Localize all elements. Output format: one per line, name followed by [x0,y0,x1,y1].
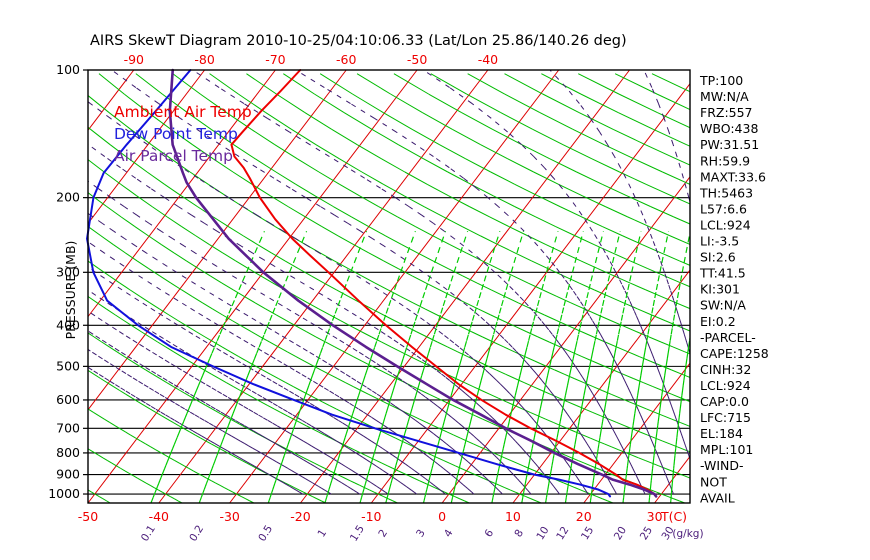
temp-tick-label-bottom: 0 [438,509,446,524]
stats-panel: TP:100MW:N/AFRZ:557WBO:438PW:31.51RH:59.… [699,73,769,505]
stat-line-14: SW:N/A [700,298,746,313]
stat-line-3: WBO:438 [700,121,758,136]
grid-layer [87,69,691,504]
stat-line-1: MW:N/A [700,89,749,104]
stat-line-20: CAP:0.0 [700,394,749,409]
chart-title: AIRS SkewT Diagram 2010-10-25/04:10:06.3… [90,33,627,49]
pressure-tick-label: 700 [56,420,80,435]
stat-line-22: EL:184 [700,426,743,441]
stat-line-23: MPL:101 [700,442,753,457]
legend-item-2: Air Parcel Temp [114,147,233,165]
temp-tick-label-bottom: 10 [505,509,521,524]
stat-line-8: L57:6.6 [700,201,747,216]
pressure-axis-label: PRESSURE (MB) [63,241,78,340]
temp-tick-label-bottom: -50 [78,509,98,524]
stat-line-15: EI:0.2 [700,314,736,329]
stat-line-0: TP:100 [699,73,743,88]
pressure-tick-label: 900 [56,467,80,482]
stat-line-5: RH:59.9 [700,153,750,168]
mixing-ratio-axis-label: (g/kg) [672,528,703,540]
stat-line-17: CAPE:1258 [700,346,769,361]
stat-line-25: NOT [700,474,727,489]
temp-tick-label-top: -80 [194,52,214,67]
stat-line-2: FRZ:557 [700,105,753,120]
pressure-tick-label: 100 [56,62,80,77]
temp-tick-label-top: -90 [124,52,144,67]
temp-tick-label-top: -50 [407,52,427,67]
pressure-tick-label: 500 [56,358,80,373]
legend: Ambient Air Temp Dew Point Temp Air Parcel… [114,103,252,165]
legend-item-0: Ambient Air Temp [114,103,252,121]
stat-line-24: -WIND- [700,458,744,473]
stat-line-11: SI:2.6 [700,250,736,265]
legend-item-1: Dew Point Temp [114,125,238,143]
stat-line-21: LFC:715 [700,410,751,425]
temp-tick-label-top: -60 [336,52,356,67]
stat-line-16: -PARCEL- [700,330,756,345]
temp-tick-label-top: -40 [478,52,498,67]
stat-line-26: AVAIL [700,490,735,505]
pressure-tick-label: 800 [56,445,80,460]
stat-line-19: LCL:924 [700,378,751,393]
stat-line-4: PW:31.51 [700,137,759,152]
pressure-tick-label: 200 [56,190,80,205]
stat-line-10: LI:-3.5 [700,234,739,249]
temp-axis-label: T(C) [660,509,687,524]
temp-tick-label-bottom: -40 [149,509,169,524]
temp-tick-label-bottom: 20 [576,509,592,524]
temp-tick-label-top: -70 [265,52,285,67]
pressure-tick-label: 600 [56,392,80,407]
temp-tick-label-bottom: -10 [361,509,381,524]
stat-line-6: MAXT:33.6 [700,169,766,184]
plot-frame [87,69,691,504]
temp-tick-label-bottom: -20 [290,509,310,524]
pressure-tick-label: 1000 [48,486,80,501]
stat-line-7: TH:5463 [699,185,753,200]
temp-tick-label-bottom: -30 [219,509,239,524]
pressure-tick-label: 400 [56,317,80,332]
sounding-curves [86,68,658,498]
pressure-tick-label: 300 [56,264,80,279]
temp-tick-label-bottom: 30 [647,509,663,524]
stat-line-9: LCL:924 [700,217,751,232]
stat-line-12: TT:41.5 [699,266,746,281]
stat-line-18: CINH:32 [700,362,751,377]
stat-line-13: KI:301 [700,282,740,297]
